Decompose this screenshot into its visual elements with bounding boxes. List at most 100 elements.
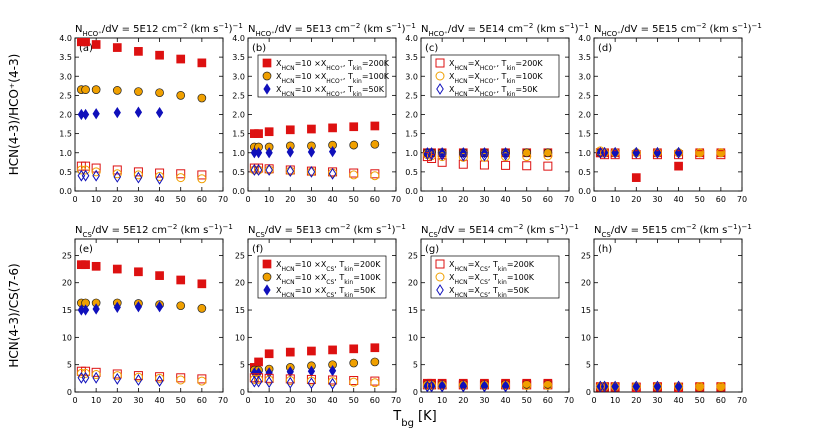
marker-eq-t100 xyxy=(600,148,610,158)
panel-letter: (h) xyxy=(598,244,612,255)
y-tick-label: 3.0 xyxy=(232,72,245,81)
marker-eq-t100 xyxy=(370,171,380,181)
marker-eq-t100 xyxy=(133,372,143,382)
legend-marker-t50 xyxy=(436,284,444,296)
marker-eq-t100 xyxy=(197,376,207,386)
y-tick-label: 5 xyxy=(413,361,418,370)
y-tick-label: 4.0 xyxy=(59,34,72,43)
marker-eq-t50 xyxy=(459,380,468,392)
marker-hi-t200 xyxy=(155,50,164,60)
marker-eq-t50 xyxy=(632,146,641,159)
y-tick-label: 0.0 xyxy=(59,187,72,196)
y-tick-label: 15 xyxy=(62,306,72,315)
x-tick-label: 40 xyxy=(500,396,510,405)
y-tick-label: 1.0 xyxy=(405,149,418,158)
y-tick-label: 3.5 xyxy=(405,53,418,62)
marker-eq-t100 xyxy=(522,380,532,390)
marker-eq-t50 xyxy=(674,380,683,392)
marker-eq-t200 xyxy=(176,169,186,179)
marker-hi-t50 xyxy=(286,146,294,158)
legend-marker-t200 xyxy=(262,58,272,68)
marker-eq-t100 xyxy=(674,148,684,158)
x-tick-label: 20 xyxy=(112,195,122,204)
marker-hi-t200 xyxy=(91,261,101,271)
marker-eq-t100 xyxy=(176,375,186,385)
marker-eq-t50 xyxy=(92,371,100,384)
y-tick-label: 0 xyxy=(67,388,72,397)
x-tick-label: 50 xyxy=(695,396,705,405)
marker-hi-t50 xyxy=(307,146,316,158)
marker-eq-t50 xyxy=(254,375,263,388)
marker-hi-t200 xyxy=(285,125,295,135)
y-tick-label: 0.5 xyxy=(232,168,245,177)
marker-eq-t100 xyxy=(674,382,684,392)
marker-eq-t100 xyxy=(652,382,662,392)
marker-hi-t200 xyxy=(285,347,295,357)
x-tick-label: 70 xyxy=(564,396,574,405)
marker-hi-t100 xyxy=(370,139,380,149)
marker-eq-t50 xyxy=(600,380,609,392)
data-markers xyxy=(76,260,207,387)
marker-hi-t100 xyxy=(349,140,359,150)
y-tick-label: 4.0 xyxy=(405,34,418,43)
marker-eq-t50 xyxy=(653,146,662,159)
marker-eq-t50 xyxy=(328,377,337,390)
marker-eq-t50 xyxy=(113,170,122,183)
panel-c: 0 10 20 30 40 50 60 70 0.0 0.5 1.0 1.5 2.0 2.5 3.0 3.5 4… xyxy=(405,22,589,204)
y-tick-label: 10 xyxy=(235,333,245,342)
marker-hi-t50 xyxy=(113,106,121,119)
marker-eq-t100 xyxy=(652,148,662,158)
y-tick-label: 15 xyxy=(408,306,418,315)
panel-h: 0 10 20 30 40 50 60 70 0 5 10 15 20 25 NCS/dV = 5E15 c… xyxy=(581,223,752,405)
marker-eq-t50 xyxy=(134,374,143,386)
y-tick-label: 2.0 xyxy=(59,111,72,120)
panel-letter: (d) xyxy=(598,43,612,54)
data-markers xyxy=(422,378,553,392)
panel-b: 0 10 20 30 40 50 60 70 0.0 0.5 1.0 1.5 2.0 2.5 3.0 3.5 4… xyxy=(232,22,416,204)
marker-hi-t200 xyxy=(112,43,122,52)
marker-hi-t50 xyxy=(113,301,121,313)
marker-hi-t50 xyxy=(459,147,467,159)
marker-hi-t100 xyxy=(197,304,207,313)
marker-eq-t200 xyxy=(349,168,359,178)
legend-label-t50: XHCN=XCS, Tkin=50K xyxy=(449,286,530,299)
y-tick-label: 10 xyxy=(408,333,418,342)
marker-eq-t200 xyxy=(176,373,186,383)
x-tick-label: 20 xyxy=(458,195,468,204)
marker-eq-t50 xyxy=(155,375,164,387)
marker-eq-t100 xyxy=(349,170,359,180)
marker-hi-t100 xyxy=(112,86,122,95)
x-tick-label: 20 xyxy=(285,195,295,204)
legend-label-t200: XHCN=XHCO⁺, Tkin=200K xyxy=(449,59,543,72)
marker-eq-t100 xyxy=(254,165,264,175)
legend-label-t200: XHCN=XCS, Tkin=200K xyxy=(449,260,535,273)
marker-hi-t200 xyxy=(349,344,359,354)
x-tick-label: 30 xyxy=(479,195,489,204)
data-markers xyxy=(595,146,726,182)
y-tick-label: 0.5 xyxy=(59,168,72,177)
y-tick-label: 25 xyxy=(581,251,591,260)
panel-title: NHCO⁺/dV = 5E14 cm−2 (km s−1)−1 xyxy=(421,22,589,38)
x-tick-label: 50 xyxy=(349,396,359,405)
x-tick-label: 60 xyxy=(716,396,726,405)
marker-eq-t100 xyxy=(76,165,86,175)
plot-frame xyxy=(74,238,224,393)
legend-label-t50: XHCN=10 ×XCS, Tkin=50K xyxy=(276,286,376,299)
marker-eq-t200 xyxy=(91,367,101,377)
marker-eq-t50 xyxy=(307,377,316,390)
marker-eq-t200 xyxy=(81,366,91,376)
y-tick-label: 10 xyxy=(62,333,72,342)
y-tick-label: 0.0 xyxy=(405,187,418,196)
marker-eq-t200 xyxy=(112,165,122,175)
panel-title: NHCO⁺/dV = 5E12 cm−2 (km s−1)−1 xyxy=(75,22,243,38)
marker-hi-t100 xyxy=(81,85,90,94)
y-tick-label: 4.0 xyxy=(232,34,245,43)
x-tick-label: 50 xyxy=(522,195,532,204)
panel-title: NCS/dV = 5E15 cm−2 (km s−1)−1 xyxy=(594,223,752,239)
y-tick-label: 5 xyxy=(240,361,245,370)
y-tick-label: 1.5 xyxy=(59,130,72,139)
marker-eq-t100 xyxy=(543,380,553,390)
marker-hi-t50 xyxy=(328,145,337,158)
marker-hi-t200 xyxy=(155,271,164,280)
legend-label-t100: XHCN=10 ×XHCO⁺, Tkin=100K xyxy=(276,72,390,85)
